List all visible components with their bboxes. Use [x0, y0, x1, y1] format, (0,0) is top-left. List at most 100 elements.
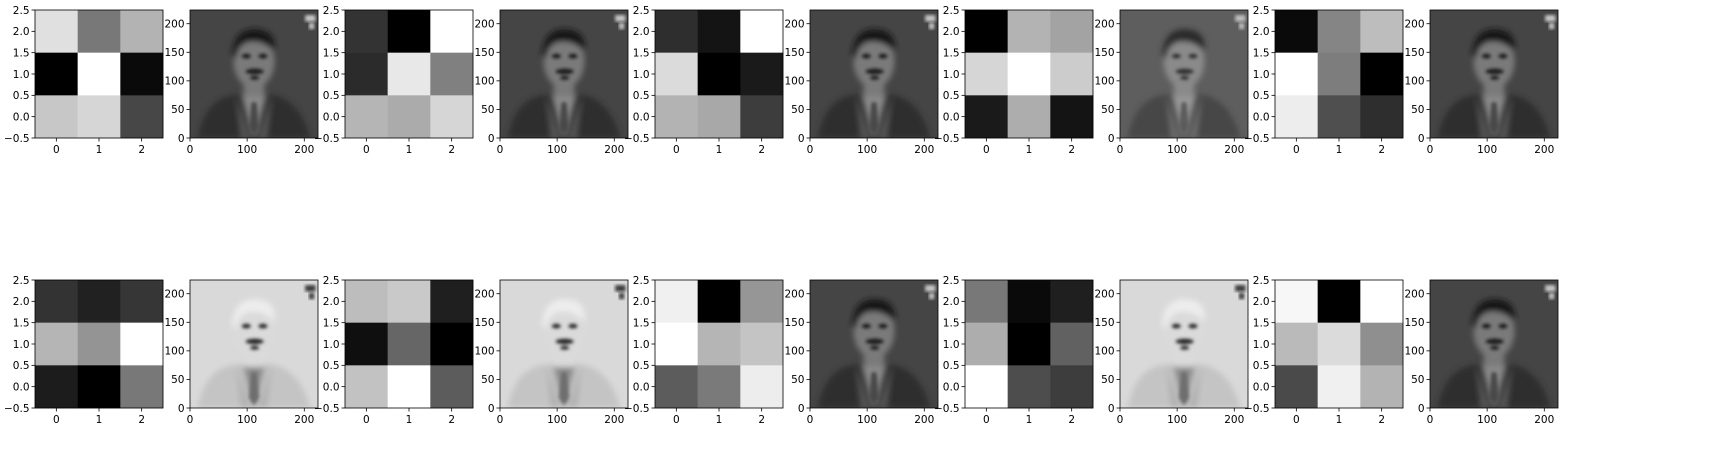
filtered-image-picture	[500, 10, 628, 138]
kernel-cell	[697, 365, 741, 409]
x-tick-label: 200	[1534, 144, 1554, 156]
y-tick-label: −0.5	[1244, 403, 1270, 415]
filtered-image-picture	[1120, 280, 1248, 408]
x-tick-label: 100	[857, 144, 877, 156]
y-tick-label: −0.5	[934, 133, 960, 145]
x-tick-label: 0	[1117, 414, 1124, 426]
y-tick-label: 200	[784, 19, 804, 31]
x-tick-label: 1	[96, 414, 103, 426]
y-tick-label: −0.5	[4, 133, 30, 145]
kernel-cell	[120, 280, 164, 323]
y-tick-label: 2.0	[1253, 26, 1270, 38]
y-tick-label: 200	[1094, 289, 1114, 301]
x-tick-label: 200	[1224, 144, 1244, 156]
kernel-heatmap: 0 1 2 −0.5 0.0 0.5 1.0 1.5 2.0 2.5	[4, 5, 164, 156]
y-tick-label: 200	[1094, 19, 1114, 31]
x-tick-label: 0	[1117, 144, 1124, 156]
x-tick-label: 1	[406, 414, 413, 426]
x-tick-label: 0	[673, 414, 680, 426]
y-tick-label: 0.0	[13, 111, 30, 123]
kernel-cell	[77, 280, 121, 323]
x-tick-label: 0	[807, 414, 814, 426]
y-tick-label: 1.0	[13, 339, 30, 351]
y-tick-label: −0.5	[4, 403, 30, 415]
y-tick-label: 0	[488, 133, 495, 145]
y-tick-label: 100	[784, 76, 804, 88]
y-tick-label: 150	[1094, 47, 1114, 59]
kernel-cell	[1007, 52, 1051, 96]
y-tick-label: 50	[171, 104, 184, 116]
kernel-cell	[77, 10, 121, 53]
y-tick-label: 0.5	[943, 360, 960, 372]
kernel-cell	[965, 322, 1008, 366]
kernel-heatmap: 0 1 2 −0.5 0.0 0.5 1.0 1.5 2.0 2.5	[4, 275, 164, 426]
kernel-cell	[430, 322, 474, 366]
y-tick-label: 1.0	[1253, 339, 1270, 351]
kernel-cell	[697, 10, 741, 53]
kernel-cell	[345, 10, 388, 53]
y-tick-label: 100	[1404, 76, 1424, 88]
kernel-cell	[387, 280, 431, 323]
x-tick-label: 1	[1336, 414, 1343, 426]
kernel-cell	[1360, 322, 1404, 366]
kernel-cell	[120, 52, 164, 96]
y-tick-label: 0.0	[943, 381, 960, 393]
kernel-cell	[965, 365, 1008, 409]
y-tick-label: 100	[474, 76, 494, 88]
y-tick-label: 0.0	[943, 111, 960, 123]
kernel-cell	[1275, 10, 1318, 53]
filtered-image: 0 100 200 0 50 100 150 200	[164, 279, 319, 426]
image-axes-frame	[499, 279, 629, 409]
y-tick-label: 150	[784, 317, 804, 329]
kernel-cell	[430, 52, 474, 96]
x-tick-label: 2	[448, 144, 455, 156]
x-tick-label: 200	[294, 144, 314, 156]
x-tick-label: 1	[1026, 414, 1033, 426]
y-tick-label: 0.5	[13, 360, 30, 372]
y-tick-label: 0	[1108, 133, 1115, 145]
y-tick-label: −0.5	[934, 403, 960, 415]
kernel-cell	[35, 95, 78, 139]
image-axes-frame	[1429, 279, 1559, 409]
kernel-axes-frame	[1274, 279, 1404, 409]
filtered-image: 0 100 200 0 50 100 150 200	[784, 279, 939, 426]
kernel-cell	[1317, 280, 1361, 323]
kernel-cell	[697, 322, 741, 366]
x-tick-label: 100	[547, 144, 567, 156]
kernel-cell	[345, 365, 388, 409]
y-tick-label: 50	[791, 104, 804, 116]
x-tick-label: 100	[1477, 414, 1497, 426]
kernel-cell	[965, 280, 1008, 323]
kernel-cell	[1050, 52, 1094, 96]
y-tick-label: 0	[1108, 403, 1115, 415]
kernel-cell	[35, 365, 78, 409]
kernel-cell	[120, 365, 164, 409]
kernel-axes-frame	[964, 9, 1094, 139]
kernel-cell	[740, 280, 784, 323]
filtered-image: 0 100 200 0 50 100 150 200	[474, 279, 629, 426]
filtered-image: 0 100 200 0 50 100 150 200	[1094, 9, 1249, 156]
kernel-cell	[35, 322, 78, 366]
kernel-cell	[345, 280, 388, 323]
y-tick-label: −0.5	[314, 403, 340, 415]
kernel-cell	[430, 365, 474, 409]
kernel-cell	[387, 52, 431, 96]
y-tick-label: 2.5	[633, 5, 650, 17]
x-tick-label: 0	[187, 144, 194, 156]
image-axes-frame	[499, 9, 629, 139]
filtered-image: 0 100 200 0 50 100 150 200	[1404, 279, 1559, 426]
kernel-heatmap: 0 1 2 −0.5 0.0 0.5 1.0 1.5 2.0 2.5	[934, 275, 1094, 426]
kernel-cell	[655, 52, 698, 96]
x-tick-label: 0	[983, 144, 990, 156]
kernel-cell	[1275, 52, 1318, 96]
y-tick-label: 1.5	[323, 317, 340, 329]
y-tick-label: 2.0	[633, 296, 650, 308]
y-tick-label: 150	[474, 47, 494, 59]
y-tick-label: 1.0	[13, 69, 30, 81]
y-tick-label: 2.5	[943, 5, 960, 17]
y-tick-label: 2.0	[943, 296, 960, 308]
y-tick-label: 0	[1418, 133, 1425, 145]
y-tick-label: 1.0	[323, 69, 340, 81]
kernel-cell	[1275, 322, 1318, 366]
